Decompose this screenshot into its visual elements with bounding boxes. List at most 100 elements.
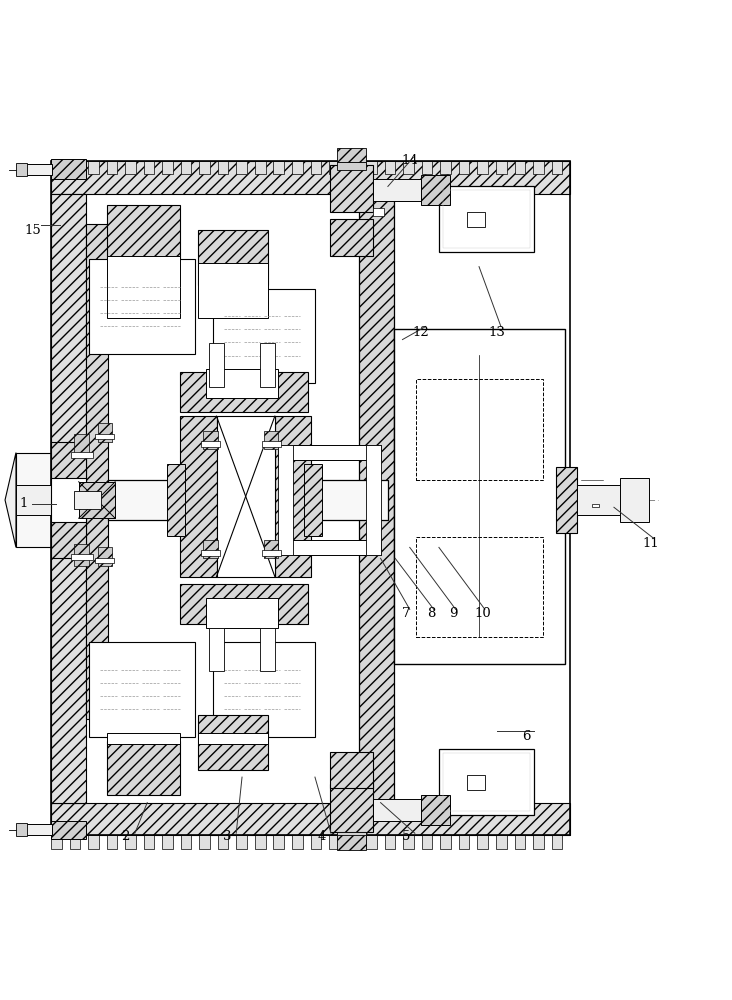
Bar xyxy=(203,431,218,449)
Bar xyxy=(167,464,185,536)
Bar xyxy=(533,835,544,849)
Bar xyxy=(89,259,195,354)
Bar xyxy=(23,824,53,835)
Bar xyxy=(199,835,210,849)
Bar xyxy=(533,161,544,174)
Bar xyxy=(443,753,530,811)
Bar xyxy=(459,161,469,174)
Bar xyxy=(23,164,53,175)
Bar xyxy=(78,482,115,518)
Bar xyxy=(329,219,373,256)
Bar xyxy=(163,835,173,849)
Bar xyxy=(88,835,99,849)
Bar xyxy=(421,175,450,205)
Bar xyxy=(218,835,228,849)
Bar xyxy=(366,835,377,849)
Bar xyxy=(107,733,180,744)
Bar xyxy=(366,445,381,555)
Bar xyxy=(274,161,284,174)
Text: 1: 1 xyxy=(19,497,28,510)
Bar xyxy=(337,162,366,170)
Bar xyxy=(70,835,80,849)
Bar xyxy=(209,343,224,387)
Bar xyxy=(75,434,89,456)
Text: 4: 4 xyxy=(318,830,326,843)
Bar xyxy=(278,445,381,460)
Text: 2: 2 xyxy=(122,830,130,843)
Bar xyxy=(264,431,278,449)
Bar xyxy=(95,434,114,439)
Bar xyxy=(439,186,534,252)
Bar xyxy=(329,165,373,212)
Bar xyxy=(180,372,307,412)
Bar xyxy=(385,835,395,849)
Bar xyxy=(262,550,280,556)
Bar xyxy=(274,835,284,849)
Bar xyxy=(348,835,358,849)
Bar xyxy=(255,835,266,849)
Bar xyxy=(51,161,570,194)
Bar xyxy=(198,263,268,318)
Bar xyxy=(416,537,543,637)
Bar xyxy=(217,416,274,577)
Text: 12: 12 xyxy=(412,326,429,339)
Bar xyxy=(70,161,80,174)
Text: 5: 5 xyxy=(402,830,411,843)
Bar xyxy=(16,823,27,836)
Bar xyxy=(125,835,135,849)
Bar xyxy=(143,161,154,174)
Bar xyxy=(359,194,394,803)
Text: 13: 13 xyxy=(489,326,506,339)
Bar xyxy=(201,550,220,556)
Bar xyxy=(394,329,565,664)
Bar xyxy=(51,821,86,839)
Bar xyxy=(441,835,451,849)
Bar xyxy=(16,163,27,176)
Text: 10: 10 xyxy=(474,607,491,620)
Bar xyxy=(477,161,488,174)
Bar xyxy=(592,504,600,507)
Bar xyxy=(292,835,302,849)
Bar xyxy=(278,540,381,555)
Bar xyxy=(51,159,86,179)
Bar xyxy=(180,416,217,577)
Bar xyxy=(51,835,61,849)
Bar xyxy=(163,161,173,174)
Bar xyxy=(236,161,247,174)
Text: 15: 15 xyxy=(24,224,41,237)
Bar xyxy=(292,161,302,174)
Bar xyxy=(422,835,433,849)
Bar xyxy=(198,715,268,770)
Bar xyxy=(201,441,220,447)
Bar xyxy=(181,161,191,174)
Bar xyxy=(125,161,135,174)
Bar xyxy=(51,194,86,803)
Bar xyxy=(213,289,315,383)
Bar xyxy=(552,161,562,174)
Bar xyxy=(337,832,366,839)
Bar xyxy=(422,161,433,174)
Bar xyxy=(515,835,525,849)
Bar xyxy=(515,161,525,174)
Text: 11: 11 xyxy=(642,537,659,550)
Bar xyxy=(552,835,562,849)
Bar xyxy=(206,369,278,398)
Bar xyxy=(459,835,469,849)
Bar xyxy=(255,161,266,174)
Bar xyxy=(95,558,114,563)
Bar xyxy=(416,379,543,480)
Bar xyxy=(274,416,311,577)
Text: 3: 3 xyxy=(223,830,232,843)
Bar xyxy=(348,161,358,174)
Bar xyxy=(329,752,373,788)
Bar xyxy=(107,256,180,318)
Bar xyxy=(51,478,86,522)
Bar xyxy=(373,208,384,216)
Bar xyxy=(198,230,268,285)
Bar xyxy=(262,441,280,447)
Bar xyxy=(261,343,274,387)
Text: 9: 9 xyxy=(449,607,458,620)
Bar xyxy=(496,161,507,174)
Bar xyxy=(51,442,86,558)
Bar xyxy=(16,485,53,515)
